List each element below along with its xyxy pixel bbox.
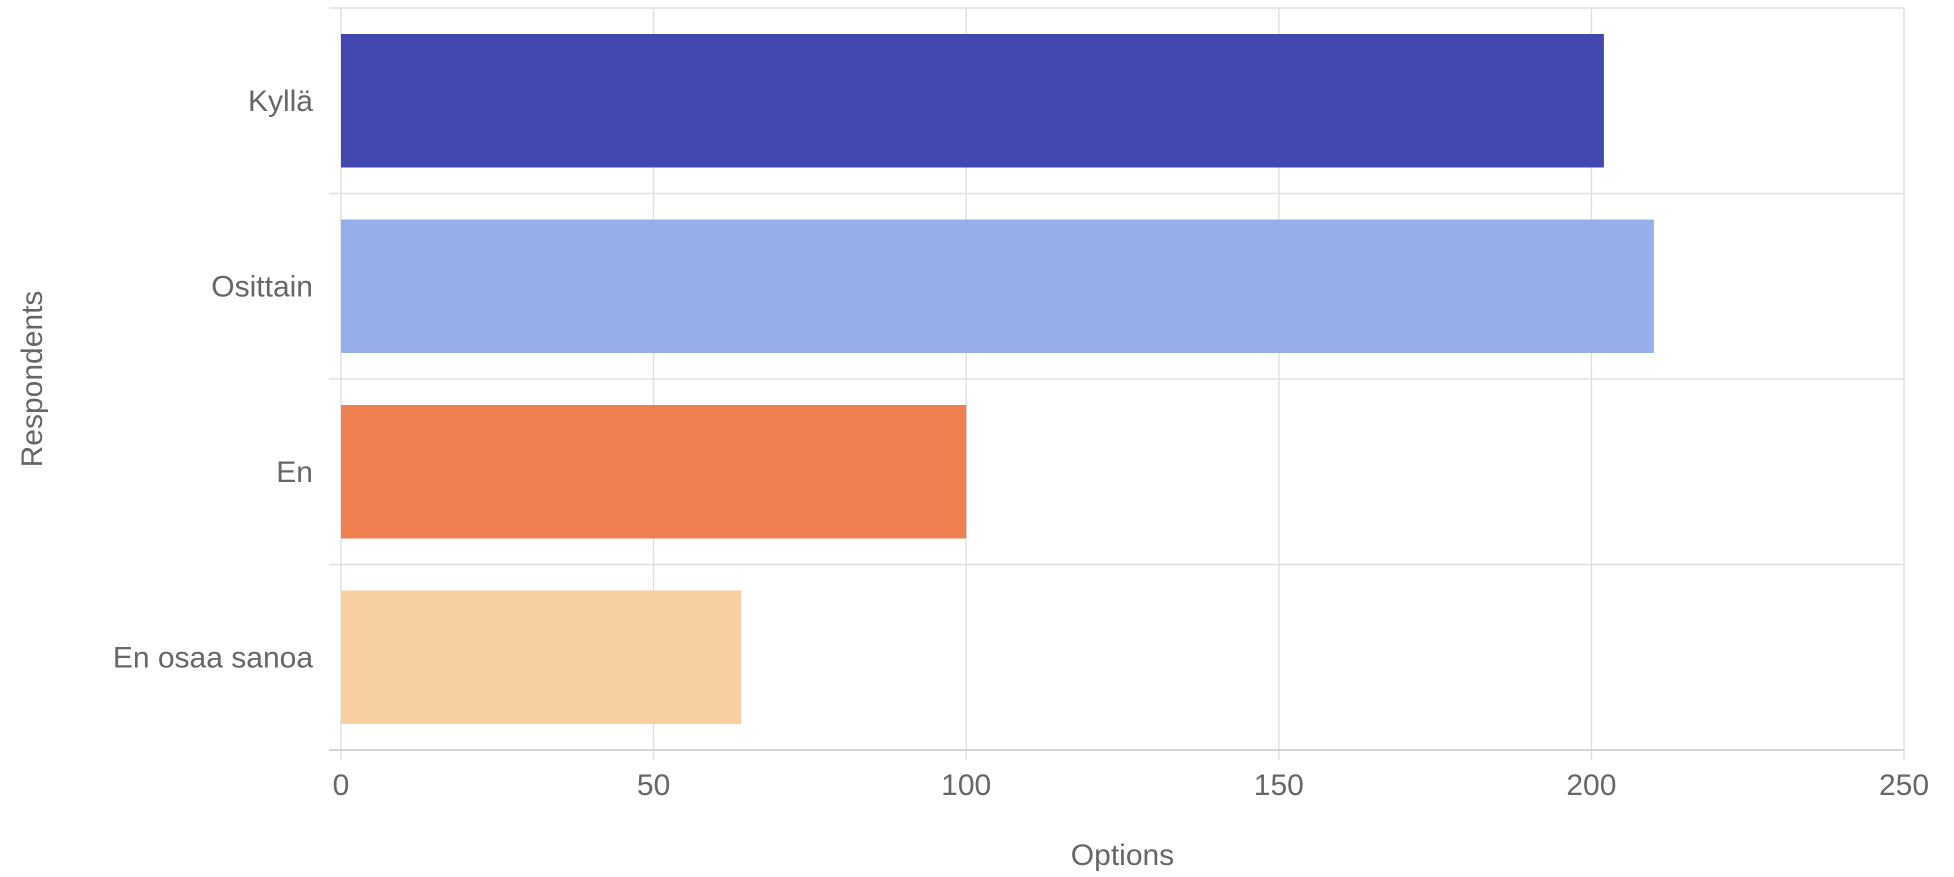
y-axis-title: Respondents <box>16 291 49 468</box>
bars <box>341 34 1654 724</box>
x-tick-label: 250 <box>1879 769 1929 802</box>
x-tick-label: 0 <box>333 769 350 802</box>
bar <box>341 219 1654 353</box>
bar <box>341 590 742 724</box>
x-tick-label: 100 <box>941 769 991 802</box>
category-label: En <box>276 456 313 489</box>
x-tick-label: 200 <box>1566 769 1616 802</box>
axes: 0 50 100 150 200 250 Kyllä Osittain En En osaa sa… <box>113 85 1929 802</box>
category-label: En osaa sanoa <box>113 641 313 674</box>
x-tick-label: 50 <box>637 769 670 802</box>
bar <box>341 34 1604 168</box>
x-tick-label: 150 <box>1254 769 1304 802</box>
x-axis-title: Options <box>1071 839 1174 872</box>
bar <box>341 405 967 539</box>
category-label: Kyllä <box>248 85 313 118</box>
category-label: Osittain <box>211 270 313 303</box>
